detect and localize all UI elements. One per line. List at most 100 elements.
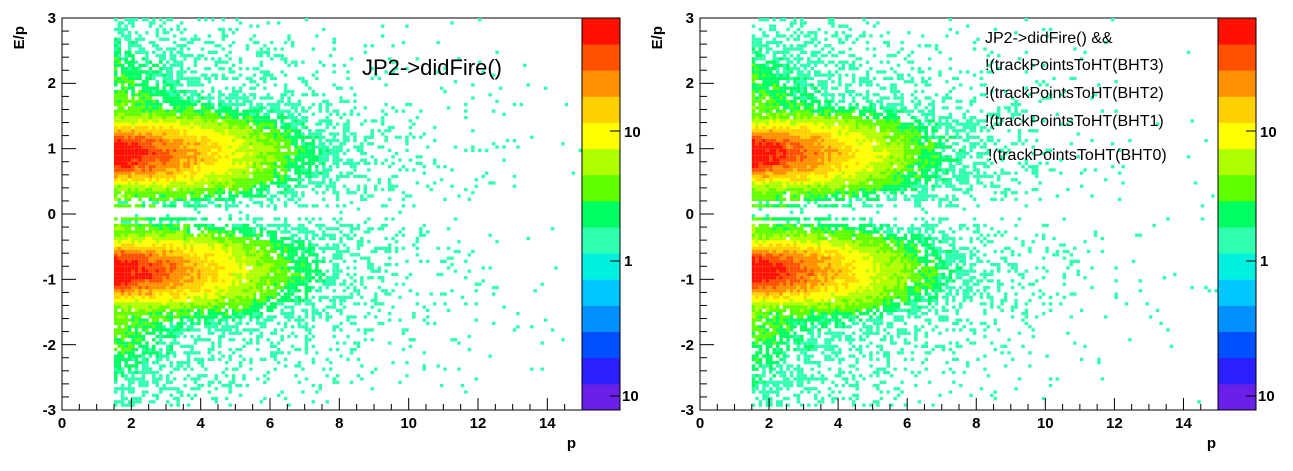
heatmap-cell [252,171,257,175]
heatmap-cell [242,285,246,290]
heatmap-cell [186,354,191,358]
heatmap-cell [190,83,194,87]
heatmap-cell [197,155,201,159]
heatmap-cell [166,135,170,139]
heatmap-cell [328,181,333,185]
heatmap-cell [162,129,166,133]
heatmap-cell [294,142,298,146]
heatmap-cell [214,279,218,283]
heatmap-cell [322,272,326,277]
heatmap-cell [228,325,232,329]
heatmap-cell [238,151,243,156]
heatmap-cell [169,191,173,195]
heatmap-cell [114,112,118,116]
heatmap-cell [211,102,215,107]
heatmap-cell [176,233,180,237]
heatmap-cell [339,174,343,179]
heatmap-cell [148,325,153,329]
heatmap-cell [200,171,205,175]
heatmap-cell [304,151,309,156]
heatmap-cell [315,259,319,263]
heatmap-cell [231,112,236,116]
heatmap-cell [172,57,177,61]
heatmap-cell [207,236,212,241]
heatmap-cell [228,217,232,221]
heatmap-cell [190,308,194,312]
heatmap-cell [127,272,132,277]
heatmap-cell [214,129,218,133]
heatmap-cell [252,112,257,116]
heatmap-cell [152,289,156,293]
heatmap-cell [172,53,177,58]
heatmap-cell [252,315,257,319]
heatmap-cell [266,145,270,149]
heatmap-cell [138,76,142,81]
heatmap-cell [169,351,173,355]
heatmap-cell [287,102,291,107]
heatmap-cell [127,31,132,35]
heatmap-cell [169,334,173,339]
heatmap-cell [120,240,125,244]
heatmap-cell [200,230,205,234]
heatmap-cell [131,116,135,120]
heatmap-cell [259,259,264,263]
heatmap-cell [311,142,316,146]
heatmap-cell [228,233,232,237]
heatmap-cell [235,347,239,352]
heatmap-cell [283,86,288,90]
heatmap-cell [218,125,222,130]
heatmap-cell [290,187,295,192]
heatmap-cell [117,171,121,175]
heatmap-cell [193,253,198,257]
heatmap-cell [152,217,156,221]
heatmap-cell [183,148,187,152]
heatmap-cell [228,246,232,250]
heatmap-cell [134,377,139,381]
heatmap-cell [166,377,170,381]
heatmap-cell [131,259,135,263]
heatmap-cell [283,357,288,361]
heatmap-cell [131,377,135,381]
heatmap-cell [276,263,281,267]
heatmap-cell [197,151,201,156]
heatmap-cell [214,285,218,290]
heatmap-cell [169,298,173,303]
heatmap-cell [214,197,218,201]
heatmap-cell [387,57,392,61]
heatmap-cell [242,236,246,241]
heatmap-cell [256,178,260,182]
heatmap-cell [367,217,371,221]
heatmap-cell [228,148,232,152]
heatmap-cell [169,305,173,309]
heatmap-cell [124,27,128,32]
heatmap-cell [398,135,402,139]
heatmap-cell [155,125,160,130]
heatmap-cell [172,227,177,231]
heatmap-cell [256,122,260,126]
heatmap-cell [145,295,149,299]
heatmap-cell [190,266,194,270]
heatmap-cell [315,266,319,270]
heatmap-cell [276,256,281,260]
heatmap-cell [304,227,309,231]
heatmap-cell [117,204,121,208]
heatmap-cell [224,145,229,149]
heatmap-cell [224,165,229,169]
heatmap-cell [176,315,180,319]
heatmap-cell [172,158,177,162]
heatmap-cell [276,178,281,182]
heatmap-cell [273,305,277,309]
heatmap-cell [155,47,160,51]
heatmap-cell [148,263,153,267]
heatmap-cell [283,102,288,107]
heatmap-cell [114,73,118,77]
heatmap-cell [172,197,177,201]
heatmap-cell [384,289,388,293]
heatmap-cell [325,269,329,273]
heatmap-cell [193,305,198,309]
heatmap-cell [152,240,156,244]
heatmap-cell [380,34,385,38]
heatmap-cell [370,249,374,254]
heatmap-cell [367,168,371,172]
heatmap-cell [252,298,257,303]
